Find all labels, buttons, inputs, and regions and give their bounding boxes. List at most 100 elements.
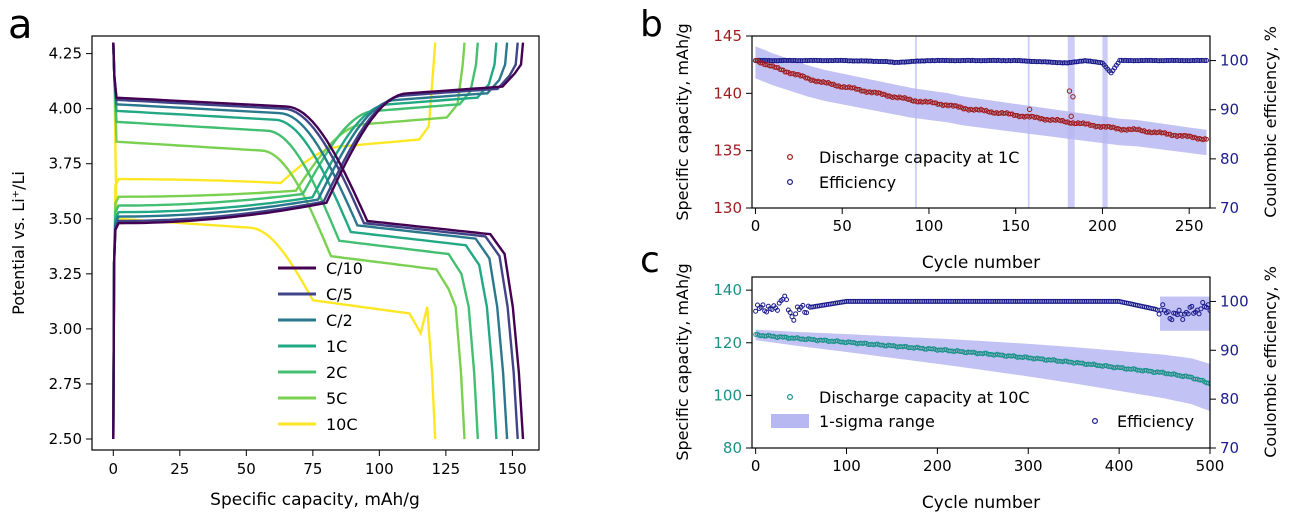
panel-a-curve-5C-charge — [112, 42, 466, 440]
panel-b-efficiency-point — [784, 58, 790, 64]
panel-b-efficiency-point — [943, 58, 949, 64]
panel-b-efficiency-point — [900, 59, 906, 65]
panel-b-x-tick-label: 0 — [751, 217, 761, 235]
panel-b-efficiency-point — [1014, 58, 1020, 64]
panel-b-efficiency-point — [1094, 59, 1100, 65]
panel-a-y-tick-label: 2.75 — [49, 375, 82, 393]
panel-b-efficiency-point — [841, 58, 847, 64]
panel-b-efficiency-point — [789, 58, 795, 64]
panel-c-legend-label-efficiency: Efficiency — [1117, 412, 1194, 431]
panel-b-left-axis-label: Specific capacity, mAh/g — [673, 23, 692, 220]
panel-b-efficiency-point — [1011, 57, 1017, 63]
panel-c-efficiency-point — [1165, 309, 1171, 315]
panel-b-efficiency-point — [1150, 58, 1156, 64]
panel-b-efficiency-point — [1190, 58, 1196, 64]
panel-b-efficiency-point — [801, 58, 807, 64]
panel-b-efficiency-point — [1188, 58, 1194, 64]
panel-b-efficiency-point — [914, 58, 920, 64]
panel-b-efficiency-point — [926, 58, 932, 64]
panel-c-efficiency-point — [1180, 317, 1186, 323]
panel-b-efficiency-point — [877, 59, 883, 65]
panel-b-efficiency-point — [942, 58, 948, 64]
panel-b-efficiency-point — [867, 58, 873, 64]
panel-b-efficiency-point — [820, 58, 826, 64]
panel-b-capacity-point — [855, 86, 861, 92]
panel-b-efficiency-point — [824, 58, 830, 64]
panel-a-curve-C-5-discharge — [112, 42, 519, 440]
panel-c-efficiency-point — [791, 317, 797, 323]
panel-b-x-tick-label: 50 — [833, 217, 852, 235]
panel-b-x-tick-label: 250 — [1175, 217, 1204, 235]
panel-a-curve-C-10-charge — [112, 42, 525, 440]
panel-c-left-tick-label: 140 — [713, 281, 742, 299]
panel-b-efficiency-point — [1044, 59, 1050, 65]
panel-b-efficiency-point — [1172, 57, 1178, 63]
panel-b-efficiency-point — [808, 57, 814, 63]
panel-c-x-tick-label: 400 — [1105, 457, 1134, 475]
panel-b-efficiency-point — [1195, 57, 1201, 63]
panel-b-efficiency-point — [1127, 58, 1133, 64]
panel-b-efficiency-point — [1002, 58, 1008, 64]
panel-b-efficiency-point — [1139, 58, 1145, 64]
panel-b-efficiency-point — [1160, 58, 1166, 64]
panel-b-left-tick-label: 140 — [713, 84, 742, 102]
panel-b-efficiency-point — [1049, 59, 1055, 65]
panel-b-efficiency-point — [1146, 58, 1152, 64]
panel-c-legend-swatch-band — [771, 414, 809, 428]
panel-b-efficiency-point — [1006, 58, 1012, 64]
panel-b-efficiency-point — [893, 59, 899, 65]
panel-b-efficiency-point — [1178, 58, 1184, 64]
panel-b-efficiency-point — [818, 58, 824, 64]
panel-b-efficiency-point — [1183, 58, 1189, 64]
panel-b-efficiency-point — [961, 57, 967, 63]
panel-b-efficiency-point — [798, 58, 804, 64]
panel-b-efficiency-point — [985, 57, 991, 63]
panel-b-efficiency-point — [992, 57, 998, 63]
panel-c-efficiency-point — [1207, 308, 1210, 314]
panel-b-efficiency-point — [969, 57, 975, 63]
panel-b-efficiency-point — [778, 58, 784, 64]
panel-a-y-axis-label: Potential vs. Li⁺/Li — [9, 171, 28, 315]
panel-c-efficiency-point — [804, 310, 810, 316]
panel-c-efficiency-point — [774, 307, 780, 313]
panel-b-efficiency-point — [1125, 58, 1131, 64]
panel-b-efficiency-point — [773, 58, 779, 64]
panel-b-efficiency-point — [1072, 59, 1078, 65]
panel-a-y-tick-label: 2.50 — [49, 430, 82, 448]
panel-b-efficiency-point — [1204, 57, 1210, 63]
panel-c-x-tick-label: 500 — [1196, 457, 1225, 475]
panel-b-efficiency-point — [1134, 58, 1140, 64]
panel-a-x-tick-label: 25 — [170, 460, 189, 478]
panel-c-left-tick-label: 80 — [723, 439, 742, 457]
panel-a-x-tick-label: 125 — [432, 460, 461, 478]
panel-c-left-tick-label: 100 — [713, 386, 742, 404]
panel-c-efficiency-point — [1196, 311, 1202, 317]
panel-a-curve-5C-discharge — [112, 42, 466, 440]
panel-b-efficiency-point — [980, 58, 986, 64]
panel-b-efficiency-point — [872, 58, 878, 64]
panel-b-left-tick-label: 130 — [713, 199, 742, 217]
panel-b-x-tick-label: 100 — [915, 217, 944, 235]
panel-a-frame — [91, 35, 540, 451]
panel-b-right-tick-label: 70 — [1220, 199, 1239, 217]
panel-c-right-axis-label: Coulombic efficiency, % — [1261, 266, 1280, 458]
panel-b-efficiency-point — [909, 58, 915, 64]
panel-b-efficiency-point — [791, 58, 797, 64]
panel-c-left-tick-label: 120 — [713, 334, 742, 352]
panel-c-efficiency-point — [787, 309, 793, 315]
panel-b-legend-label-capacity: Discharge capacity at 1C — [819, 148, 1019, 167]
panel-c-efficiency-point — [1198, 306, 1204, 312]
panel-b-efficiency-point — [1122, 57, 1128, 63]
panel-b-sigma-spike — [1027, 36, 1030, 208]
panel-b-legend-marker-capacity — [786, 154, 793, 161]
panel-b-efficiency-point — [1004, 58, 1010, 64]
panel-c-capacity-point — [1198, 377, 1204, 383]
panel-b-efficiency-point — [785, 57, 791, 63]
panel-b-efficiency-point — [1158, 58, 1164, 64]
panel-c-x-tick-label: 100 — [832, 457, 861, 475]
panel-b-efficiency-point — [834, 57, 840, 63]
panel-b-capacity-point — [1204, 136, 1209, 142]
panel-c-efficiency-point — [800, 302, 806, 308]
panel-a-label: a — [8, 2, 33, 48]
panel-b-efficiency-point — [1132, 58, 1138, 64]
